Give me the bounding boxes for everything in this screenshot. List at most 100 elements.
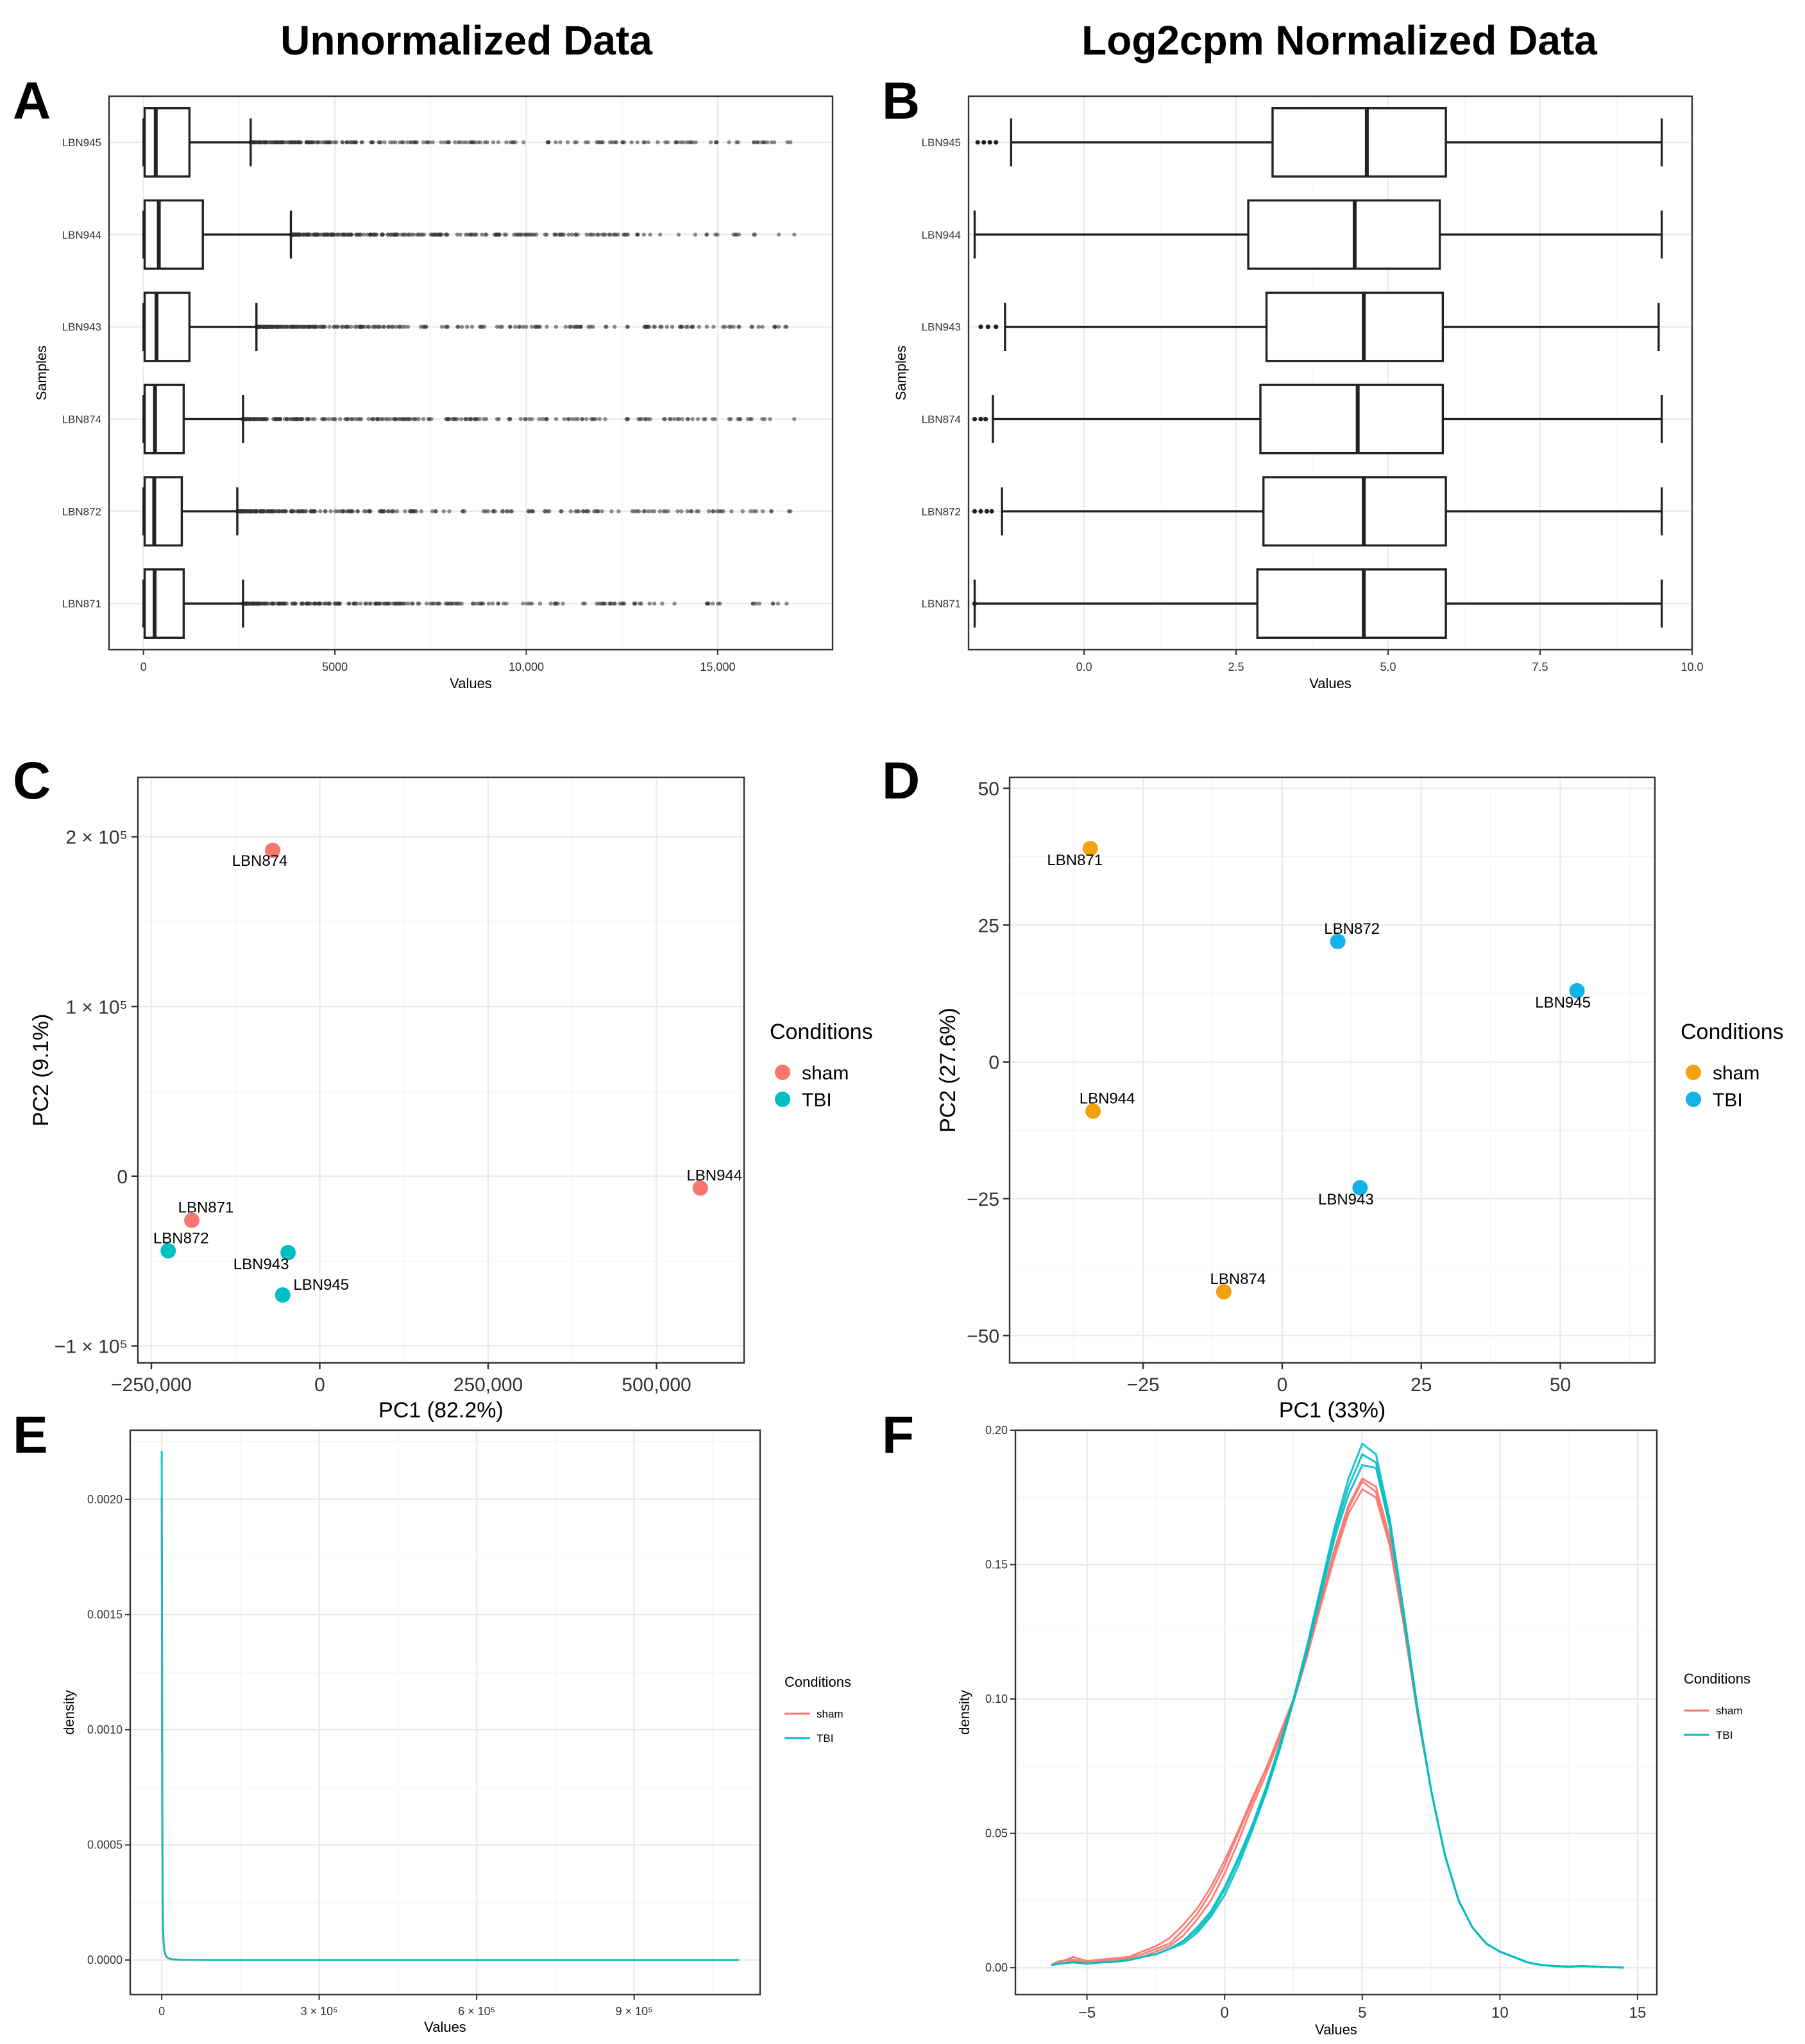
x-axis-title: Values: [424, 2019, 466, 2035]
outlier-point: [597, 417, 602, 421]
outlier-point: [474, 232, 479, 237]
outlier-point: [248, 417, 253, 421]
outlier-point: [613, 232, 617, 237]
outlier-point: [616, 232, 620, 237]
outlier-point: [443, 325, 448, 329]
outlier-point: [504, 140, 509, 145]
outlier-point: [536, 325, 541, 329]
outlier-point: [749, 325, 754, 329]
y-tick-label: 50: [978, 779, 999, 800]
outlier-point: [511, 140, 515, 145]
outlier-point: [442, 140, 447, 145]
outlier-point: [480, 325, 485, 329]
panel-letter-f: F: [882, 1406, 914, 1464]
outlier-point: [636, 509, 641, 514]
point-label-lbn872: LBN872: [153, 1229, 209, 1247]
outlier-point: [263, 509, 268, 514]
point-lbn872: [1330, 933, 1346, 949]
y-tick-label: 0.0005: [87, 1839, 123, 1852]
outlier-point: [607, 140, 613, 145]
outlier-point: [685, 325, 690, 329]
outlier-point: [685, 417, 690, 421]
outlier-point: [455, 417, 460, 421]
x-tick-label: 500,000: [622, 1374, 691, 1396]
outlier-point: [769, 509, 774, 514]
outlier-point: [760, 509, 765, 514]
outlier-point: [405, 140, 409, 145]
outlier-point: [328, 509, 333, 514]
point-lbn874: [265, 842, 280, 858]
outlier-point: [784, 601, 789, 606]
outlier-point: [378, 601, 383, 606]
outlier-point: [412, 140, 416, 145]
density-line-sham: [160, 1497, 740, 1961]
outlier-point: [326, 417, 331, 421]
outlier-point: [332, 417, 337, 421]
panel-letter-d: D: [882, 752, 920, 810]
x-tick-label: 50: [1550, 1374, 1571, 1396]
y-tick-label: LBN945: [62, 137, 101, 149]
outlier-point: [693, 140, 698, 145]
outlier-point: [294, 232, 300, 237]
outlier-point: [756, 325, 761, 329]
outlier-point: [393, 325, 398, 329]
outlier-point: [765, 140, 770, 145]
outlier-point: [583, 140, 588, 145]
outlier-point: [788, 509, 793, 514]
panel-a-boxplot: A LBN945 LBN944 LBN943 LBN874 LBN872 LBN871 0 50…: [13, 72, 834, 691]
outlier-point: [482, 140, 487, 145]
outlier-point: [613, 601, 617, 606]
point-lbn943: [280, 1244, 296, 1260]
outlier-point: [496, 232, 502, 237]
x-tick-label: 10,000: [509, 661, 544, 673]
outlier-point: [711, 509, 716, 514]
outlier-point: [563, 325, 568, 329]
outlier-point: [527, 509, 531, 514]
outlier-point: [500, 509, 505, 514]
outlier-point: [264, 325, 268, 329]
outlier-point: [792, 232, 797, 237]
outlier-point: [463, 417, 468, 421]
legend-label-tbi: TBI: [1713, 1090, 1743, 1111]
outlier-point: [287, 140, 291, 145]
outlier-point: [580, 509, 586, 514]
outlier-point: [474, 601, 479, 606]
outlier-point: [760, 325, 765, 329]
y-tick-label: 2 × 10⁵: [65, 827, 128, 849]
outlier-point: [788, 140, 793, 145]
outlier-point: [596, 140, 600, 145]
outlier-point: [347, 601, 352, 606]
outlier-point: [762, 417, 767, 421]
outlier-point: [352, 601, 356, 606]
outlier-point: [373, 325, 378, 329]
outlier-point: [382, 140, 387, 145]
outlier-point: [391, 601, 395, 606]
x-tick-label: 0: [1221, 2004, 1229, 2022]
outlier-point: [517, 325, 522, 329]
outlier-point: [975, 140, 980, 145]
x-tick-label: 2.5: [1228, 661, 1244, 673]
outlier-point: [608, 601, 613, 606]
outlier-point: [554, 601, 559, 606]
outlier-point: [455, 325, 460, 329]
point-lbn874: [1216, 1284, 1232, 1300]
outlier-point: [303, 509, 309, 514]
outlier-point: [643, 509, 647, 514]
y-tick-label: LBN871: [922, 598, 961, 610]
outlier-point: [455, 232, 460, 237]
outlier-point: [409, 232, 414, 237]
outlier-point: [554, 417, 559, 421]
outlier-point: [284, 325, 289, 329]
outlier-point: [493, 509, 498, 514]
density-line-sham: [1051, 1477, 1624, 1969]
box-iqr: [1265, 291, 1445, 362]
outlier-point: [622, 140, 627, 145]
panel-letter-c: C: [13, 752, 51, 810]
outlier-point: [270, 509, 275, 514]
outlier-point: [557, 232, 562, 237]
x-tick-label: 0: [1277, 1374, 1288, 1396]
outlier-point: [660, 601, 665, 606]
outlier-point: [545, 325, 549, 329]
legend-marker-tbi: [775, 1092, 790, 1107]
legend-title: Conditions: [770, 1020, 873, 1044]
